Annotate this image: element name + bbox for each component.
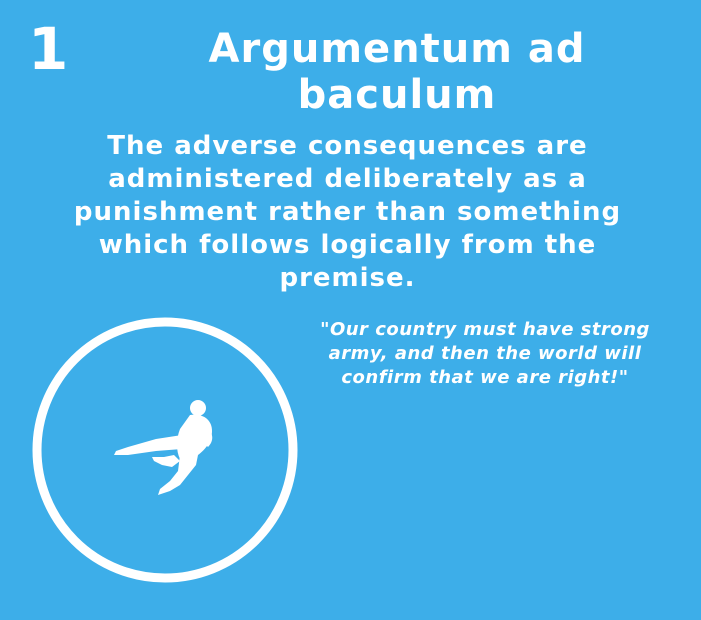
card-title-line: Argumentum ad bbox=[208, 26, 586, 72]
quote-text: "Our country must have strong army, and … bbox=[320, 319, 650, 388]
illustration bbox=[30, 315, 300, 585]
kicking-figure bbox=[114, 400, 213, 495]
flying-kick-silhouette-icon bbox=[32, 317, 298, 583]
definition-text: The adverse consequences are administere… bbox=[73, 131, 622, 293]
circle-frame bbox=[32, 317, 298, 583]
card-title-line: baculum bbox=[297, 72, 497, 118]
card-number: 1 bbox=[28, 15, 69, 83]
card-title: Argumentum ad baculum bbox=[170, 26, 624, 118]
